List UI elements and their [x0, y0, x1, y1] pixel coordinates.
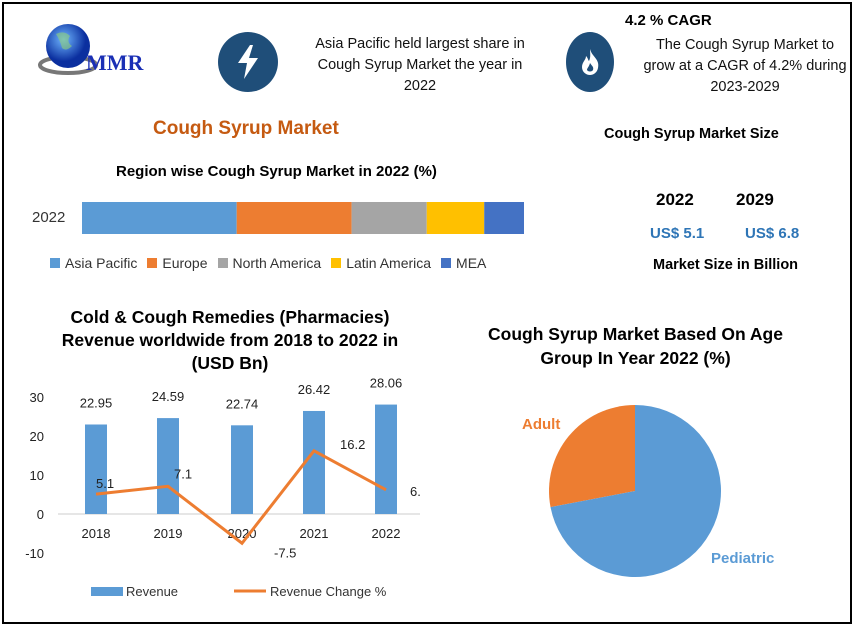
- region-chart-title: Region wise Cough Syrup Market in 2022 (…: [116, 163, 437, 180]
- legend-label: MEA: [456, 255, 487, 271]
- legend-swatch: [217, 258, 228, 268]
- legend-swatch-revenue: [91, 587, 123, 596]
- y-tick-label: -10: [25, 546, 44, 561]
- legend-item: MEA: [441, 255, 486, 271]
- revenue-bar: [231, 425, 253, 514]
- y-tick-label: 0: [37, 507, 44, 522]
- legend-label: Asia Pacific: [65, 255, 138, 271]
- age-pie-chart: Adult Pediatric: [522, 405, 774, 577]
- revenue-change-line: [95, 448, 387, 546]
- highlight-asia-pacific: Asia Pacific held largest share in Cough…: [315, 36, 525, 94]
- legend-item: North America: [217, 255, 322, 271]
- bar-segment-mea: [484, 202, 524, 234]
- age-chart-title: Cough Syrup Market Based On Age Group In…: [488, 324, 783, 368]
- revenue-bar: [85, 424, 107, 514]
- year-2029: 2029: [736, 190, 774, 209]
- pie-label-pediatric: Pediatric: [711, 550, 774, 567]
- revenue-chart-title: Cold & Cough Remedies (Pharmacies) Reven…: [61, 307, 399, 373]
- bar-segment-latin-america: [426, 202, 485, 234]
- legend-label: North America: [232, 255, 322, 271]
- legend-label: Latin America: [346, 255, 432, 271]
- legend-label-revenue: Revenue: [126, 584, 178, 599]
- value-2022: US$ 5.1: [650, 225, 705, 242]
- x-tick-label: 2019: [154, 526, 183, 541]
- x-tick-label: 2018: [82, 526, 111, 541]
- y-tick-label: 30: [30, 390, 44, 405]
- cagr-title: 4.2 % CAGR: [625, 12, 712, 29]
- region-category-label: 2022: [32, 209, 66, 226]
- revenue-data-label: 22.74: [226, 396, 259, 411]
- legend-item: Latin America: [331, 255, 431, 271]
- flame-icon: [566, 32, 614, 92]
- revenue-data-label: 24.59: [152, 389, 185, 404]
- legend-swatch: [50, 258, 60, 268]
- revenue-data-label: 26.42: [298, 382, 331, 397]
- legend-item: Asia Pacific: [50, 255, 137, 271]
- legend-swatch: [441, 258, 452, 268]
- change-data-label: 16.2: [340, 437, 365, 452]
- revenue-data-label: 28.06: [370, 376, 403, 391]
- legend-swatch: [147, 258, 158, 268]
- pie-slice-pediatric: [550, 405, 721, 577]
- legend-item: Europe: [147, 255, 208, 271]
- region-legend: Asia Pacific Europe North America Latin Ame…: [50, 255, 496, 273]
- change-data-label: 5.1: [96, 476, 114, 491]
- change-data-label: -7.5: [274, 545, 296, 560]
- highlight-cagr: The Cough Syrup Market to grow at a CAGR…: [643, 37, 847, 95]
- legend-label-change: Revenue Change %: [270, 584, 387, 599]
- bar-segment-north-america: [351, 202, 427, 234]
- pie-label-adult: Adult: [522, 416, 560, 433]
- legend-swatch: [331, 258, 342, 268]
- revenue-chart: 3020100-1022.95201824.59201922.74202026.…: [25, 376, 420, 599]
- x-tick-label: 2021: [300, 526, 329, 541]
- mmr-logo: MMR: [38, 20, 158, 80]
- main-title: Cough Syrup Market: [153, 118, 339, 139]
- year-2022: 2022: [656, 190, 694, 209]
- region-stacked-bar: [82, 202, 524, 234]
- bar-segment-europe: [236, 202, 352, 234]
- lightning-icon: [218, 32, 278, 92]
- market-size-title: Cough Syrup Market Size: [604, 126, 779, 142]
- change-data-label: 6.2: [410, 484, 420, 499]
- x-tick-label: 2022: [372, 526, 401, 541]
- legend-label: Europe: [162, 255, 208, 271]
- logo-text: MMR: [86, 50, 144, 75]
- globe-icon: [38, 24, 98, 75]
- revenue-bar: [303, 410, 325, 514]
- value-2029: US$ 6.8: [745, 225, 800, 242]
- revenue-data-label: 22.95: [80, 395, 113, 410]
- change-data-label: 7.1: [174, 466, 192, 481]
- y-tick-label: 20: [30, 429, 44, 444]
- pie-slice-adult: [549, 405, 635, 508]
- market-size-caption: Market Size in Billion: [653, 257, 799, 273]
- bar-segment-asia-pacific: [82, 202, 237, 234]
- y-tick-label: 10: [30, 468, 44, 483]
- revenue-bar: [375, 404, 397, 514]
